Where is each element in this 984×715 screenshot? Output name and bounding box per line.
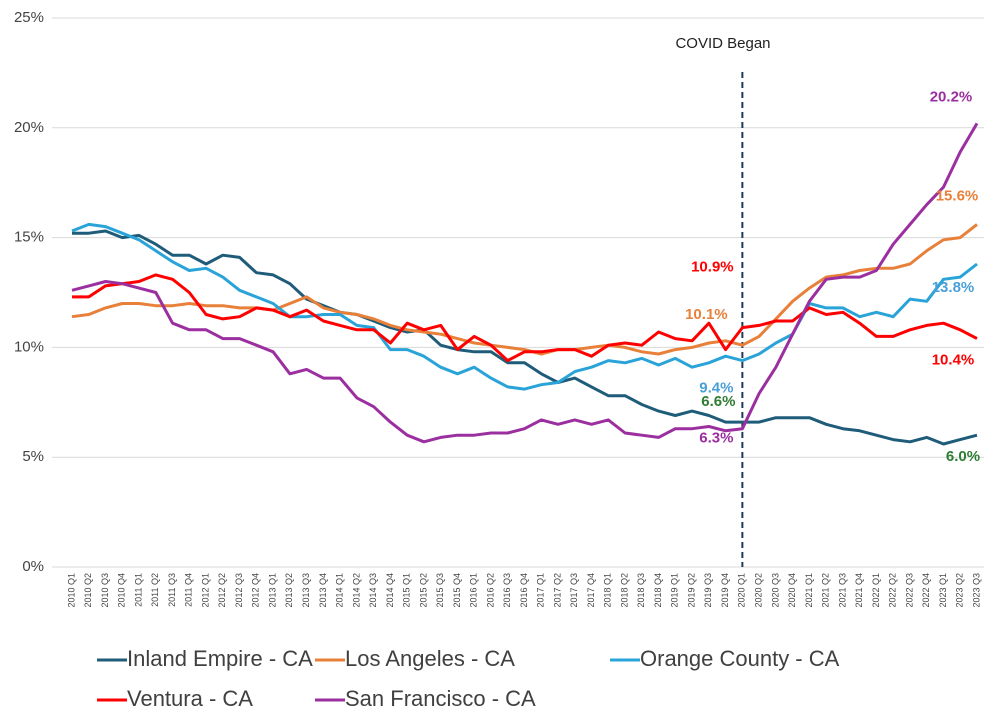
x-tick-label: 2016 Q1 [469, 573, 479, 608]
x-tick-label: 2023 Q2 [955, 573, 965, 608]
legend-label: Ventura - CA [127, 686, 253, 711]
x-tick-label: 2011 Q2 [150, 573, 160, 607]
x-tick-label: 2022 Q4 [921, 573, 931, 608]
x-tick-label: 2013 Q4 [318, 573, 328, 608]
x-tick-label: 2018 Q1 [603, 573, 613, 608]
x-tick-label: 2015 Q1 [402, 573, 412, 608]
x-tick-label: 2011 Q1 [133, 573, 143, 607]
x-tick-label: 2021 Q3 [837, 573, 847, 608]
x-tick-label: 2019 Q4 [720, 573, 730, 608]
x-tick-label: 2015 Q4 [452, 573, 462, 608]
series-line [71, 223, 978, 356]
data-label: 20.2% [930, 88, 973, 105]
x-tick-label: 2010 Q2 [83, 573, 93, 608]
x-tick-label: 2016 Q2 [485, 573, 495, 608]
x-tick-label: 2014 Q4 [385, 573, 395, 608]
legend-label: Inland Empire - CA [127, 646, 313, 671]
x-tick-label: 2021 Q4 [854, 573, 864, 608]
x-tick-label: 2017 Q2 [552, 573, 562, 608]
data-label: 10.1% [685, 306, 728, 323]
x-tick-label: 2012 Q1 [200, 573, 210, 608]
x-tick-label: 2010 Q3 [100, 573, 110, 608]
data-label: 10.9% [691, 259, 734, 276]
data-label: 9.4% [699, 380, 733, 397]
x-tick-label: 2014 Q1 [335, 573, 345, 608]
x-tick-label: 2023 Q3 [971, 573, 981, 608]
x-tick-label: 2021 Q2 [821, 573, 831, 608]
data-label: 6.6% [701, 393, 735, 410]
x-tick-label: 2020 Q3 [770, 573, 780, 608]
legend-label: San Francisco - CA [345, 686, 536, 711]
x-tick-label: 2018 Q4 [653, 573, 663, 608]
x-tick-label: 2014 Q3 [368, 573, 378, 608]
data-label: 15.6% [936, 187, 979, 204]
x-tick-label: 2020 Q1 [737, 573, 747, 608]
series-line [71, 222, 978, 391]
x-tick-label: 2019 Q3 [703, 573, 713, 608]
x-tick-label: 2010 Q4 [117, 573, 127, 608]
x-tick-label: 2011 Q3 [167, 573, 177, 607]
x-tick-label: 2018 Q3 [636, 573, 646, 608]
series-line [72, 273, 978, 363]
data-label: 6.0% [946, 448, 980, 465]
x-tick-label: 2021 Q1 [804, 573, 814, 608]
y-tick-label: 10% [14, 338, 44, 355]
x-tick-label: 2012 Q4 [251, 573, 261, 608]
x-tick-label: 2020 Q4 [787, 573, 797, 608]
x-tick-label: 2017 Q4 [586, 573, 596, 608]
x-tick-label: 2019 Q2 [686, 573, 696, 608]
x-tick-label: 2017 Q3 [569, 573, 579, 608]
series-line [72, 229, 978, 446]
x-tick-label: 2018 Q2 [619, 573, 629, 608]
x-tick-label: 2022 Q3 [904, 573, 914, 608]
y-tick-label: 15% [14, 229, 44, 246]
data-label: 6.3% [699, 430, 733, 447]
x-tick-label: 2013 Q2 [284, 573, 294, 608]
x-tick-label: 2022 Q1 [871, 573, 881, 608]
x-tick-label: 2016 Q3 [502, 573, 512, 608]
annotation-text: COVID Began [675, 35, 770, 52]
x-tick-label: 2017 Q1 [536, 573, 546, 608]
x-tick-label: 2013 Q3 [301, 573, 311, 608]
y-tick-label: 20% [14, 119, 44, 136]
y-tick-label: 5% [22, 448, 44, 465]
legend-label: Orange County - CA [640, 646, 840, 671]
x-tick-label: 2015 Q2 [418, 573, 428, 608]
x-tick-label: 2013 Q1 [267, 573, 277, 608]
x-tick-label: 2019 Q1 [670, 573, 680, 608]
data-label: 13.8% [932, 279, 975, 296]
x-tick-label: 2010 Q1 [66, 573, 76, 608]
x-tick-label: 2020 Q2 [754, 573, 764, 608]
x-tick-label: 2022 Q2 [888, 573, 898, 608]
y-tick-label: 0% [22, 558, 44, 575]
x-tick-label: 2012 Q3 [234, 573, 244, 608]
y-tick-label: 25% [14, 9, 44, 26]
x-tick-label: 2015 Q3 [435, 573, 445, 608]
x-tick-label: 2023 Q1 [938, 573, 948, 608]
x-tick-label: 2012 Q2 [217, 573, 227, 608]
data-label: 10.4% [932, 352, 975, 369]
x-tick-label: 2014 Q2 [351, 573, 361, 608]
legend-label: Los Angeles - CA [345, 646, 515, 671]
x-tick-label: 2011 Q4 [184, 573, 194, 607]
series-line [71, 122, 979, 444]
x-tick-label: 2016 Q4 [519, 573, 529, 608]
